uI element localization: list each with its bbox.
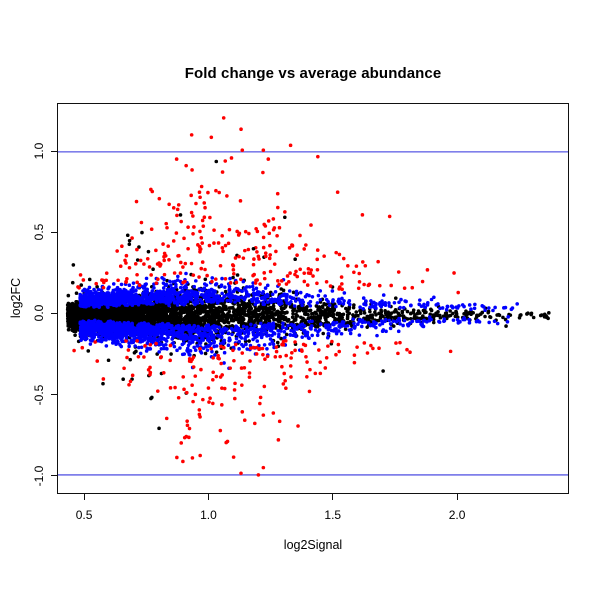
y-axis-title: log2FC bbox=[9, 277, 23, 319]
x-tick-label: 1.0 bbox=[200, 508, 217, 522]
plot-area bbox=[57, 103, 569, 494]
y-tick-mark bbox=[51, 475, 57, 477]
y-tick-label: 0.0 bbox=[32, 305, 46, 322]
x-tick-label: 0.5 bbox=[75, 508, 93, 522]
x-tick-mark bbox=[207, 494, 209, 500]
y-tick-mark bbox=[51, 394, 57, 396]
y-tick-label: -0.5 bbox=[32, 384, 46, 405]
y-tick-label: 0.5 bbox=[32, 223, 46, 241]
x-axis-title: log2Signal bbox=[283, 538, 343, 552]
x-tick-label: 1.5 bbox=[324, 508, 342, 522]
y-tick-label: -1.0 bbox=[32, 465, 46, 487]
x-tick-label: 2.0 bbox=[448, 508, 466, 522]
y-tick-mark bbox=[51, 150, 57, 152]
chart-title: Fold change vs average abundance bbox=[184, 65, 442, 82]
x-tick-mark bbox=[456, 494, 458, 500]
x-tick-mark bbox=[332, 494, 334, 500]
x-tick-mark bbox=[83, 494, 85, 500]
y-tick-mark bbox=[51, 231, 57, 233]
y-tick-mark bbox=[51, 312, 57, 314]
y-tick-label: 1.0 bbox=[32, 142, 46, 160]
scatter-points-canvas bbox=[58, 104, 568, 493]
